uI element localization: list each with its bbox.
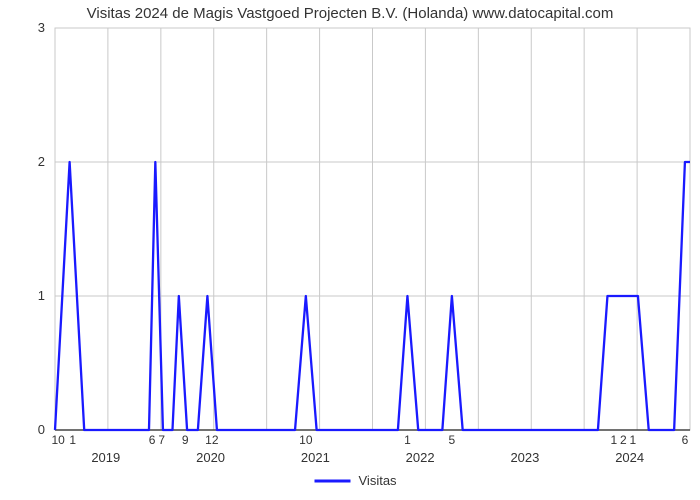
x-year-label: 2024 (615, 450, 644, 465)
x-minor-tick-label: 5 (449, 433, 456, 447)
chart-title: Visitas 2024 de Magis Vastgoed Projecten… (87, 5, 614, 22)
x-minor-tick-label: 1 (610, 433, 617, 447)
x-minor-tick-label: 10 (51, 433, 65, 447)
y-tick-label: 2 (38, 154, 45, 169)
x-year-label: 2023 (510, 450, 539, 465)
x-minor-ticks: 1016791210151216 (51, 433, 688, 447)
x-minor-tick-label: 12 (205, 433, 219, 447)
x-year-label: 2021 (301, 450, 330, 465)
y-tick-label: 0 (38, 422, 45, 437)
x-year-label: 2022 (406, 450, 435, 465)
x-year-label: 2020 (196, 450, 225, 465)
chart-container: Visitas 2024 de Magis Vastgoed Projecten… (0, 0, 700, 500)
x-minor-tick-label: 1 (630, 433, 637, 447)
line-chart: Visitas 2024 de Magis Vastgoed Projecten… (0, 0, 700, 500)
legend: Visitas (315, 473, 398, 488)
x-minor-tick-label: 1 (69, 433, 76, 447)
y-tick-label: 3 (38, 20, 45, 35)
legend-label: Visitas (359, 473, 398, 488)
x-minor-tick-label: 6 (682, 433, 689, 447)
x-minor-tick-label: 2 (620, 433, 627, 447)
x-minor-tick-label: 9 (182, 433, 189, 447)
x-minor-tick-label: 1 (404, 433, 411, 447)
x-minor-tick-label: 6 (149, 433, 156, 447)
y-tick-label: 1 (38, 288, 45, 303)
x-minor-tick-label: 10 (299, 433, 313, 447)
x-minor-tick-label: 7 (158, 433, 165, 447)
x-year-labels: 2019 2020 2021 2022 2023 2024 (91, 450, 644, 465)
x-year-label: 2019 (91, 450, 120, 465)
y-axis-ticks: 0 1 2 3 (38, 20, 45, 437)
